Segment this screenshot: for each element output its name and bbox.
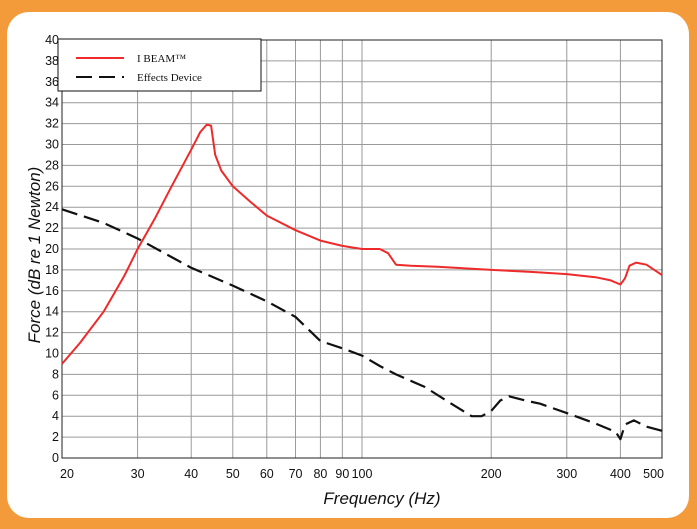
y-tick-label: 4 — [52, 409, 59, 423]
y-tick-label: 8 — [52, 367, 59, 381]
y-tick-label: 26 — [45, 179, 59, 193]
legend-label-i-beam: I BEAM™ — [137, 53, 186, 65]
y-tick-label: 28 — [45, 158, 59, 172]
x-tick-label: 300 — [556, 467, 577, 481]
y-tick-label: 14 — [45, 305, 59, 319]
legend: I BEAM™ Effects Device — [57, 38, 262, 92]
x-tick-label: 200 — [481, 467, 502, 481]
y-tick-label: 22 — [45, 221, 59, 235]
y-tick-label: 12 — [45, 326, 59, 340]
y-axis-title: Force (dB re 1 Newton) — [25, 167, 44, 344]
x-tick-label: 100 — [352, 467, 373, 481]
legend-box — [57, 38, 262, 92]
x-tick-label: 30 — [131, 467, 145, 481]
x-tick-labels: 20 30 40 50 60 70 80 90 100 200 300 400 500 — [60, 467, 664, 481]
y-tick-label: 10 — [45, 347, 59, 361]
y-tick-label: 32 — [45, 117, 59, 131]
y-tick-label: 34 — [45, 96, 59, 110]
y-tick-label: 36 — [45, 75, 59, 89]
x-tick-label: 50 — [226, 467, 240, 481]
y-tick-label: 16 — [45, 284, 59, 298]
x-tick-label: 40 — [184, 467, 198, 481]
series-line-0 — [61, 123, 663, 365]
series-line-1 — [61, 208, 663, 441]
x-tick-label: 400 — [610, 467, 631, 481]
x-tick-label: 500 — [643, 467, 664, 481]
y-tick-label: 20 — [45, 242, 59, 256]
x-tick-label: 60 — [260, 467, 274, 481]
x-tick-label: 70 — [289, 467, 303, 481]
grid — [61, 39, 663, 459]
legend-label-effects-device: Effects Device — [137, 72, 202, 84]
y-tick-label: 2 — [52, 430, 59, 444]
x-tick-label: 90 — [335, 467, 349, 481]
x-axis-title: Frequency (Hz) — [323, 489, 440, 508]
y-tick-label: 6 — [52, 388, 59, 402]
y-tick-label: 24 — [45, 200, 59, 214]
y-tick-label: 38 — [45, 54, 59, 68]
x-tick-label: 80 — [313, 467, 327, 481]
plot-border — [61, 39, 663, 459]
y-tick-label: 0 — [52, 451, 59, 465]
y-tick-label: 40 — [45, 33, 59, 47]
series-layer — [61, 123, 663, 441]
y-tick-label: 30 — [45, 138, 59, 152]
x-tick-label: 20 — [60, 467, 74, 481]
y-tick-label: 18 — [45, 263, 59, 277]
